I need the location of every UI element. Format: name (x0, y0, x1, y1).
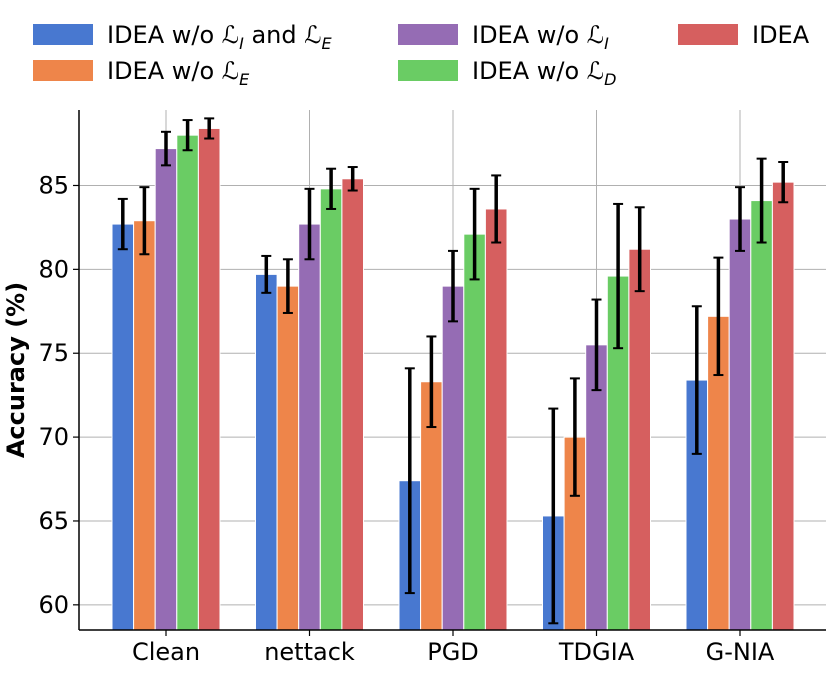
bar (441, 285, 465, 631)
bar (255, 273, 278, 631)
bar (341, 178, 364, 631)
bar (197, 127, 221, 631)
legend-swatch (678, 24, 738, 45)
bar (463, 233, 486, 631)
bar (750, 200, 773, 631)
bar (319, 188, 343, 631)
y-tick-label: 65 (38, 507, 69, 535)
bar (628, 248, 652, 631)
bar (154, 148, 178, 631)
legend-swatch (33, 60, 93, 81)
x-tick-label: nettack (264, 638, 355, 666)
legend-swatch (398, 60, 458, 81)
y-tick-label: 60 (38, 591, 69, 619)
legend-swatch (33, 24, 93, 45)
legend-label: IDEA w/o ℒE​ (107, 57, 250, 89)
x-tick-label: G-NIA (706, 638, 775, 666)
bar (111, 223, 135, 631)
bar (298, 223, 321, 631)
bar (728, 218, 752, 631)
y-axis-label: Accuracy (%) (2, 282, 30, 458)
tick-labels: 60 65 70 75 80 85 Clean nettack PGD TDGIA G-NIA (38, 171, 774, 666)
bar (176, 134, 199, 631)
bar (771, 181, 795, 631)
bar (276, 285, 300, 631)
bar (133, 220, 156, 631)
legend-label: IDEA w/o ℒI​ and ℒE​ (107, 21, 333, 53)
y-tick-label: 70 (38, 423, 69, 451)
x-tick-label: Clean (132, 638, 200, 666)
bar (484, 208, 508, 631)
y-tick-label: 80 (38, 255, 69, 283)
x-tick-label: PGD (427, 638, 479, 666)
legend-swatch (398, 24, 458, 45)
y-tick-label: 85 (38, 171, 69, 199)
legend: IDEA w/o ℒI​ and ℒE​ IDEA w/o ℒE​ IDEA w/o… (33, 21, 810, 89)
legend-label: IDEA (752, 21, 810, 49)
error-bars (117, 117, 789, 625)
y-tick-label: 75 (38, 339, 69, 367)
axes (73, 110, 826, 636)
legend-label: IDEA w/o ℒD​ (472, 57, 616, 89)
legend-label: IDEA w/o ℒI​ (472, 21, 609, 53)
x-tick-label: TDGIA (558, 638, 635, 666)
